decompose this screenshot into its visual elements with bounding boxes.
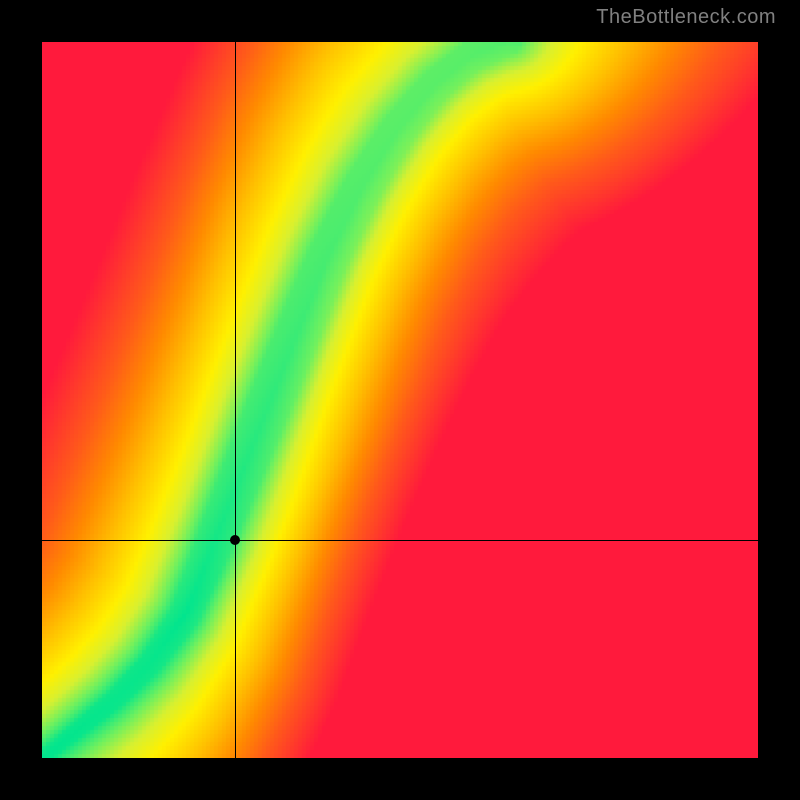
heatmap-plot (42, 42, 758, 758)
watermark-text: TheBottleneck.com (596, 6, 776, 29)
crosshair-marker (230, 535, 240, 545)
crosshair-horizontal (42, 540, 758, 541)
chart-frame: TheBottleneck.com (0, 0, 800, 800)
crosshair-vertical (235, 42, 236, 758)
heatmap-canvas (42, 42, 758, 758)
